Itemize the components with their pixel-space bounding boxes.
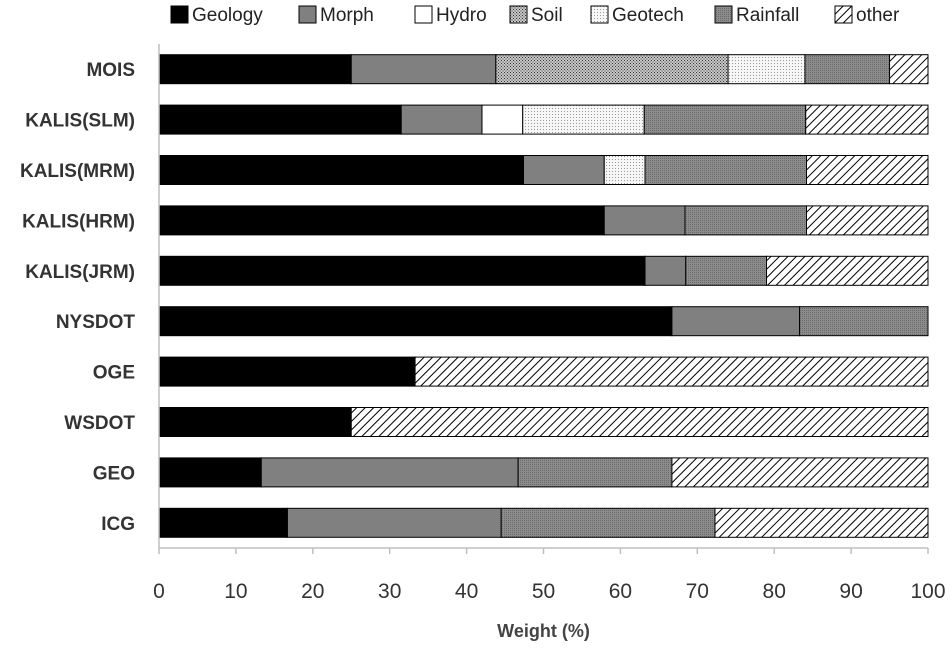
bar-segment-other [805,205,929,236]
x-tick-label: 70 [686,580,709,603]
bar-segment-geology [158,104,402,135]
plot-area [158,54,929,538]
bar-segment-morph [350,54,497,85]
bar-segment-morph [644,255,687,286]
category-label: WSDOT [64,413,135,434]
x-tick-label: 30 [378,580,401,603]
bar-segment-morph [260,457,519,488]
category-label: MOIS [86,60,135,81]
bar-segment-geology [158,155,525,185]
x-axis-title: Weight (%) [497,621,590,641]
legend-label-soil: Soil [531,5,563,26]
bar-segment-geology [158,306,673,337]
legend-label-morph: Morph [320,5,374,26]
bar-segment-other [889,54,929,85]
legend-swatch-geology [170,5,189,24]
legend-label-other: other [856,5,900,26]
x-tick-label: 60 [609,580,632,603]
bar-segment-other [350,407,929,437]
bar-segment-geotech [522,104,645,135]
legend-swatch-hydro [414,5,433,24]
bar-segment-rainfall [799,306,929,337]
legend-label-hydro: Hydro [436,5,487,26]
bar-segment-soil [495,54,729,85]
bar-segment-rainfall [685,255,768,286]
bar-segment-other [766,255,929,286]
x-tick-label: 40 [455,580,478,603]
bar-segment-geology [158,356,416,387]
category-label: GEO [93,463,135,484]
bar-segment-rainfall [517,457,673,488]
x-axis-ticks: 0 10 20 30 40 50 60 70 80 90 100 [153,548,946,603]
category-label: KALIS(JRM) [25,262,135,283]
bar-segment-morph [603,205,686,236]
bar-segment-geotech [727,54,806,85]
legend-label-rainfall: Rainfall [736,5,799,26]
bar-segment-other [805,104,929,135]
x-tick-label: 80 [763,580,786,603]
category-label: OGE [93,363,135,384]
bar-segment-rainfall [804,54,891,85]
bar-segment-rainfall [643,104,807,135]
y-axis-labels: MOIS KALIS(SLM) KALIS(MRM) KALIS(HRM) KALIS(… [20,60,135,535]
category-label: NYSDOT [56,312,136,333]
bar-segment-morph [523,155,605,185]
legend-swatch-soil [509,5,528,24]
bar-segment-rainfall [684,205,807,236]
category-label: KALIS(MRM) [20,161,135,182]
bar-segment-geotech [603,155,646,185]
legend-swatch-rainfall [714,5,733,24]
x-tick-label: 50 [532,580,555,603]
x-tick-label: 10 [224,580,247,603]
legend-swatch-morph [298,5,317,24]
bar-segment-geology [158,507,288,538]
x-tick-label: 90 [839,580,862,603]
legend-swatch-other [834,5,853,24]
bar-segment-geology [158,457,262,488]
bar-segment-other [714,507,929,538]
bar-segment-geology [158,407,352,437]
x-tick-label: 100 [910,580,945,603]
bar-segment-geology [158,205,605,236]
bar-segment-geology [158,255,646,286]
bar-segment-geology [158,54,352,85]
bar-segment-hydro [481,104,524,135]
category-label: ICG [101,514,135,535]
bar-segment-morph [400,104,483,135]
x-tick-label: 20 [301,580,324,603]
bar-segment-other [414,356,929,387]
bar-segment-other [805,155,929,185]
bar-segment-morph [671,306,801,337]
legend-swatch-geotech [590,5,609,24]
bar-segment-rainfall [644,155,807,185]
legend: Geology Morph Hydro Soil Geotech Rainfall othe… [170,5,900,26]
category-label: KALIS(SLM) [25,111,135,132]
legend-label-geotech: Geotech [612,5,684,26]
bar-segment-rainfall [500,507,716,538]
x-tick-label: 0 [153,580,165,603]
bar-segment-other [671,457,929,488]
bar-segment-morph [286,507,502,538]
legend-label-geology: Geology [192,5,263,26]
category-label: KALIS(HRM) [22,211,135,232]
